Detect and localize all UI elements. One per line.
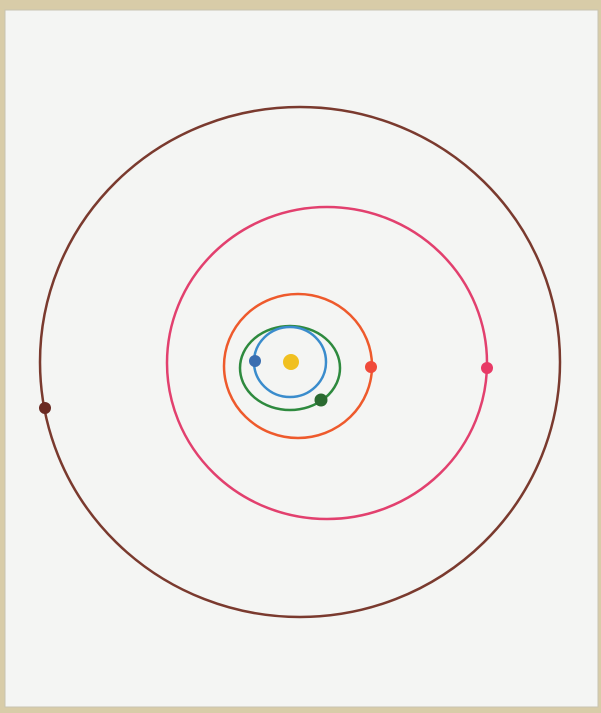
green-planet [315, 394, 328, 407]
orbit-diagram [0, 0, 601, 713]
panel [5, 10, 598, 707]
orange-planet [365, 361, 377, 373]
outer-planet [39, 402, 51, 414]
page: {} (() => { const data = JSON.parse(docu… [0, 0, 601, 713]
blue-planet [249, 355, 261, 367]
star [283, 354, 299, 370]
pink-planet [481, 362, 493, 374]
